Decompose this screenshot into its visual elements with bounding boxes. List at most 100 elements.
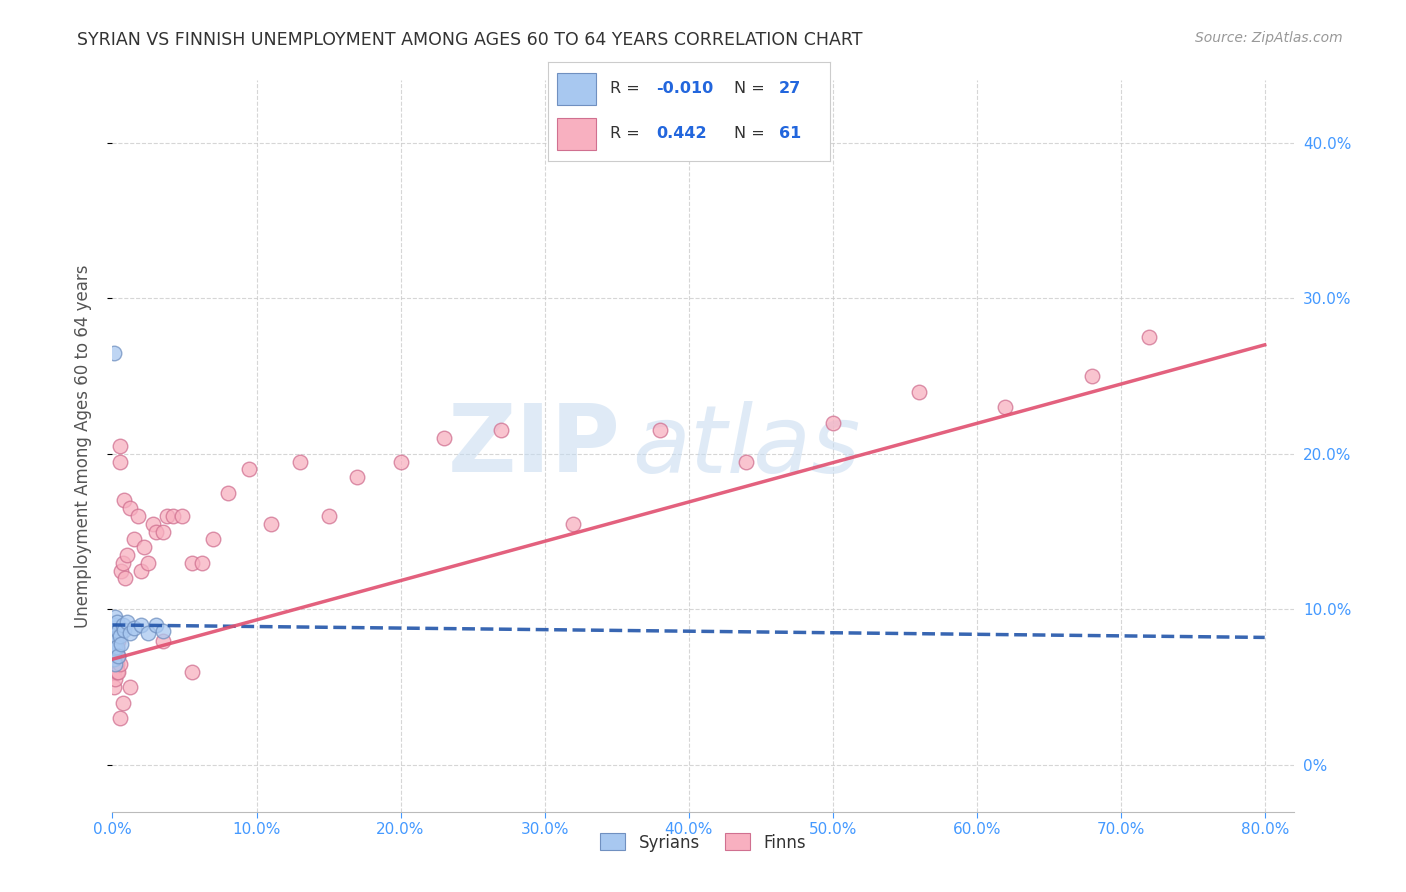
- Point: [107, 649, 129, 664]
- Point: [145, 524, 167, 539]
- Text: SYRIAN VS FINNISH UNEMPLOYMENT AMONG AGES 60 TO 64 YEARS CORRELATION CHART: SYRIAN VS FINNISH UNEMPLOYMENT AMONG AGE…: [77, 31, 863, 49]
- Point: [103, 345, 125, 359]
- Point: [103, 641, 125, 656]
- Point: [104, 673, 127, 687]
- Point: [105, 657, 128, 671]
- Point: [288, 454, 311, 468]
- Point: [104, 633, 127, 648]
- Text: 0.442: 0.442: [657, 126, 707, 141]
- Point: [191, 556, 214, 570]
- Point: [104, 610, 127, 624]
- Text: 61: 61: [779, 126, 801, 141]
- Point: [562, 516, 585, 531]
- Point: [318, 509, 340, 524]
- Point: [145, 618, 167, 632]
- Point: [994, 400, 1017, 414]
- Point: [122, 533, 145, 547]
- Point: [103, 618, 125, 632]
- Point: [105, 631, 128, 645]
- Point: [104, 621, 127, 635]
- Point: [104, 657, 127, 671]
- Point: [103, 625, 125, 640]
- Point: [103, 649, 125, 664]
- Point: [103, 652, 125, 666]
- Legend: Syrians, Finns: Syrians, Finns: [593, 827, 813, 858]
- Point: [104, 641, 127, 656]
- Point: [107, 665, 129, 679]
- Point: [103, 680, 125, 694]
- Point: [162, 509, 184, 524]
- Point: [389, 454, 412, 468]
- Point: [127, 509, 149, 524]
- Point: [152, 524, 174, 539]
- Point: [491, 424, 513, 438]
- Point: [138, 556, 160, 570]
- Point: [107, 633, 129, 648]
- Point: [138, 625, 160, 640]
- Point: [104, 657, 127, 671]
- Point: [104, 641, 127, 656]
- Text: 27: 27: [779, 81, 801, 96]
- Point: [105, 615, 128, 629]
- Point: [648, 424, 671, 438]
- Point: [180, 665, 202, 679]
- Point: [202, 533, 225, 547]
- Point: [108, 711, 131, 725]
- Point: [110, 564, 132, 578]
- Text: R =: R =: [610, 126, 650, 141]
- Point: [156, 509, 179, 524]
- Point: [112, 623, 135, 637]
- Point: [111, 618, 134, 632]
- Point: [118, 625, 141, 640]
- Point: [112, 493, 135, 508]
- Point: [108, 439, 131, 453]
- FancyBboxPatch shape: [557, 73, 596, 104]
- Text: atlas: atlas: [633, 401, 860, 491]
- Point: [346, 470, 368, 484]
- Point: [1081, 368, 1104, 383]
- Point: [170, 509, 193, 524]
- Point: [103, 633, 125, 648]
- Point: [115, 548, 138, 562]
- Point: [129, 564, 152, 578]
- Point: [180, 556, 202, 570]
- Point: [152, 633, 174, 648]
- Point: [111, 696, 134, 710]
- Point: [107, 624, 129, 639]
- Point: [114, 571, 136, 585]
- Point: [152, 624, 174, 639]
- Point: [104, 625, 127, 640]
- Text: ZIP: ZIP: [447, 400, 620, 492]
- Point: [115, 615, 138, 629]
- Point: [735, 454, 758, 468]
- Point: [108, 629, 131, 643]
- Point: [103, 637, 125, 651]
- Point: [821, 416, 844, 430]
- Point: [238, 462, 260, 476]
- Point: [1139, 330, 1161, 344]
- Point: [105, 649, 128, 664]
- Y-axis label: Unemployment Among Ages 60 to 64 years: Unemployment Among Ages 60 to 64 years: [73, 264, 91, 628]
- Point: [105, 640, 128, 654]
- Point: [108, 657, 131, 671]
- Text: R =: R =: [610, 81, 645, 96]
- Point: [103, 646, 125, 660]
- Point: [110, 637, 132, 651]
- Point: [103, 665, 125, 679]
- Point: [122, 621, 145, 635]
- Point: [134, 540, 156, 554]
- Point: [142, 516, 165, 531]
- Point: [107, 649, 129, 664]
- FancyBboxPatch shape: [557, 119, 596, 150]
- Point: [108, 454, 131, 468]
- Point: [908, 384, 931, 399]
- Point: [105, 665, 128, 679]
- Point: [118, 680, 141, 694]
- Point: [433, 431, 456, 445]
- Text: N =: N =: [734, 81, 770, 96]
- Point: [129, 618, 152, 632]
- Point: [118, 501, 141, 516]
- Point: [260, 516, 283, 531]
- Point: [105, 641, 128, 656]
- Point: [111, 556, 134, 570]
